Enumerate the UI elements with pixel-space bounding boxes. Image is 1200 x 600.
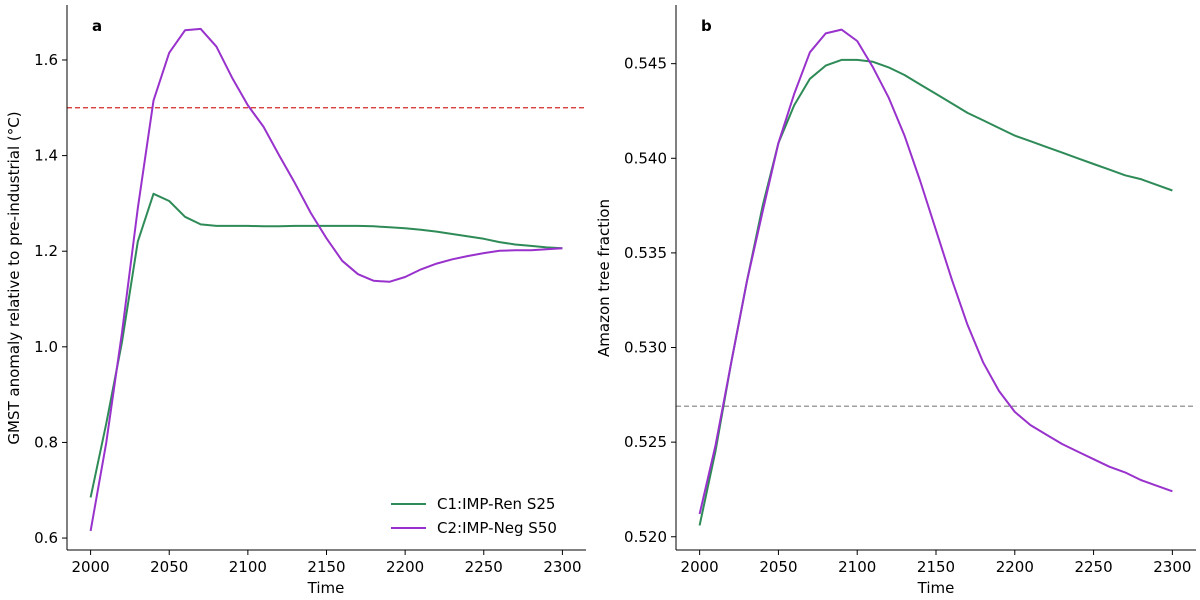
panel-b-y-tick-label: 0.525 <box>624 433 667 451</box>
panel-b-x-tick-label: 2200 <box>996 558 1034 576</box>
legend: C1:IMP-Ren S25 C2:IMP-Neg S50 <box>391 495 557 537</box>
panel-b-y-tick-label: 0.535 <box>624 244 667 262</box>
panel-a-y-tick-label: 1.6 <box>34 51 58 69</box>
panel-a-y-tick-label: 1.4 <box>34 147 58 165</box>
panel-a-x-tick-label: 2200 <box>386 558 424 576</box>
panel-a-x-tick-label: 2100 <box>229 558 267 576</box>
panel-b-tree-fraction-chart: b Time Amazon tree fraction 2000 2050 2100… <box>595 5 1196 597</box>
panel-a-y-tick-label: 0.6 <box>34 529 58 547</box>
panel-b-y-tick-label: 0.540 <box>624 149 667 167</box>
panel-b-x-tick-label: 2300 <box>1153 558 1191 576</box>
legend-c2-label: C2:IMP-Neg S50 <box>437 519 557 537</box>
panel-b-label: b <box>701 17 712 35</box>
panel-a-gmst-chart: a Time GMST anomaly relative to pre-indu… <box>5 5 586 597</box>
panel-b-x-tick-label: 2000 <box>681 558 719 576</box>
panel-a-x-tick-label: 2150 <box>307 558 345 576</box>
legend-c1-label: C1:IMP-Ren S25 <box>437 495 555 513</box>
panel-a-y-tick-label: 1.2 <box>34 242 58 260</box>
panel-a-x-tick-label: 2050 <box>150 558 188 576</box>
panel-a-ylabel: GMST anomaly relative to pre-industrial … <box>5 111 23 444</box>
panel-a-label: a <box>92 17 102 35</box>
panel-b-x-tick-label: 2100 <box>838 558 876 576</box>
panel-b-x-tick-label: 2250 <box>1074 558 1112 576</box>
panel-b-x-tick-label: 2050 <box>759 558 797 576</box>
panel-b-y-tick-label: 0.530 <box>624 339 667 357</box>
panel-b-series-c1-line <box>698 58 1173 526</box>
panel-a-x-tick-label: 2000 <box>71 558 109 576</box>
panel-a-series-c2-line <box>89 27 563 532</box>
panel-b-x-tick-label: 2150 <box>917 558 955 576</box>
panel-b-series-c2-line <box>698 28 1173 515</box>
panel-a-series-c1-line <box>89 192 563 498</box>
panel-a-y-tick-label: 0.8 <box>34 433 58 451</box>
panel-b-y-tick-label: 0.545 <box>624 55 667 73</box>
panel-b-y-tick-label: 0.520 <box>624 528 667 546</box>
panel-a-x-tick-label: 2300 <box>543 558 581 576</box>
panel-a-x-tick-label: 2250 <box>465 558 503 576</box>
panel-a-y-tick-label: 1.0 <box>34 338 58 356</box>
panel-b-ylabel: Amazon tree fraction <box>595 199 613 357</box>
panel-b-xlabel: Time <box>917 579 955 597</box>
panel-a-xlabel: Time <box>307 579 345 597</box>
